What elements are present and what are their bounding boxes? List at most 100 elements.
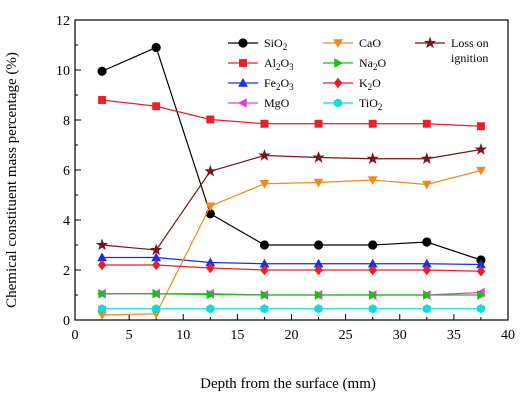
legend-entry-al2o3: Al2O3 (228, 56, 294, 72)
legend-label-sio2: SiO2 (264, 36, 287, 52)
data-point-cao (476, 166, 486, 176)
legend-entry-mgo: MgO (228, 96, 290, 110)
data-point-sio2 (97, 66, 107, 76)
data-point-tio2 (368, 304, 377, 314)
legend-entry-sio2: SiO2 (228, 36, 287, 52)
data-point-al2o3 (476, 122, 485, 131)
data-point-al2o3 (206, 115, 215, 124)
x-tick-label: 5 (126, 328, 133, 343)
data-point-cao (367, 176, 378, 186)
legend-entry-fe2o3: Fe2O3 (228, 76, 294, 92)
data-point-tio2 (206, 304, 215, 314)
data-point-al2o3 (368, 119, 377, 128)
plot-area: 0 5 10 15 20 25 30 35 40 0 2 4 6 8 10 12 (56, 14, 515, 343)
data-point-al2o3 (422, 119, 431, 128)
data-point-k2o (206, 262, 215, 274)
data-point-na2o (477, 290, 486, 300)
legend-entry-k2o: K2O (323, 76, 381, 92)
legend-label-al2o3: Al2O3 (264, 56, 294, 72)
x-tick-label: 25 (339, 328, 353, 343)
legend-label-tio2: TiO2 (359, 96, 382, 112)
legend-marker-loss-on-ignition (423, 36, 437, 49)
y-tick-label: 0 (63, 314, 70, 329)
series-layer (95, 42, 488, 321)
data-point-tio2 (98, 304, 107, 314)
series-k2o (97, 259, 486, 277)
series-line-loss-on-ignition (102, 148, 482, 251)
data-point-loss-on-ignition (150, 243, 163, 256)
legend-entry-cao: CaO (323, 36, 381, 50)
data-point-cao (259, 179, 270, 189)
y-tick-label: 8 (63, 114, 70, 129)
legend-marker-al2o3 (239, 59, 247, 67)
data-point-loss-on-ignition (366, 152, 379, 164)
data-point-loss-on-ignition (95, 238, 109, 251)
data-point-na2o (423, 290, 432, 300)
legend-marker-mgo (237, 98, 247, 108)
data-point-loss-on-ignition (204, 164, 217, 177)
y-tick-label: 12 (56, 14, 70, 29)
y-tick-label: 4 (63, 214, 70, 229)
legend-marker-tio2 (333, 98, 343, 108)
legend-marker-fe2o3 (238, 77, 248, 87)
series-line-cao (102, 169, 482, 316)
legend-label-k2o: K2O (359, 76, 381, 92)
x-tick-label: 20 (285, 328, 299, 343)
series-line-al2o3 (101, 99, 481, 127)
legend-label-fe2o3: Fe2O3 (264, 76, 294, 92)
series-line-sio2 (101, 46, 482, 261)
series-fe2o3 (97, 252, 486, 269)
x-axis-label: Depth from the surface (mm) (200, 376, 376, 392)
legend-marker-na2o (334, 58, 344, 68)
x-tick-label: 40 (501, 328, 515, 343)
data-point-loss-on-ignition (474, 143, 488, 155)
data-point-na2o (206, 289, 216, 300)
data-point-cao (313, 178, 324, 188)
data-point-na2o (152, 288, 162, 299)
x-tick-label: 10 (176, 328, 190, 343)
data-point-al2o3 (152, 102, 161, 111)
series-line-k2o (102, 264, 481, 272)
y-tick-label: 6 (63, 164, 70, 179)
data-point-al2o3 (98, 96, 107, 104)
data-point-k2o (260, 264, 269, 276)
x-tick-label: 35 (447, 328, 461, 343)
x-tick-label: 0 (72, 328, 79, 343)
data-point-tio2 (422, 304, 431, 314)
data-point-sio2 (422, 237, 432, 247)
data-point-na2o (314, 290, 324, 300)
data-point-al2o3 (314, 119, 323, 128)
x-tick-label: 30 (393, 328, 407, 343)
legend-label-mgo: MgO (264, 96, 290, 110)
data-point-k2o (476, 265, 486, 277)
legend-label-line2-loss-on-ignition: ignition (451, 51, 488, 65)
data-point-al2o3 (260, 119, 269, 128)
series-tio2 (98, 304, 485, 314)
data-point-na2o (368, 290, 378, 300)
data-point-na2o (260, 290, 270, 300)
data-point-k2o (151, 259, 161, 271)
legend-entry-na2o: Na2O (323, 56, 387, 72)
series-al2o3 (98, 96, 485, 131)
y-axis-label: Chemical constituent mass percentage (%) (4, 52, 20, 308)
series-na2o (98, 288, 486, 300)
data-point-k2o (97, 259, 107, 271)
data-point-cao (205, 202, 216, 212)
legend-marker-sio2 (238, 38, 248, 48)
y-tick-label: 10 (56, 64, 70, 79)
data-point-tio2 (314, 304, 323, 314)
data-point-tio2 (152, 304, 161, 314)
y-tick-label: 2 (63, 264, 70, 279)
data-point-tio2 (260, 304, 269, 314)
data-point-k2o (368, 264, 377, 276)
legend-label-cao: CaO (359, 36, 381, 50)
data-point-loss-on-ignition (420, 152, 433, 164)
legend-entry-tio2: TiO2 (323, 96, 382, 112)
data-point-cao (421, 180, 432, 190)
data-point-k2o (422, 264, 432, 276)
legend-label-loss-on-ignition: Loss on (451, 36, 489, 50)
data-point-loss-on-ignition (258, 149, 271, 161)
series-loss-on-ignition (95, 143, 488, 256)
